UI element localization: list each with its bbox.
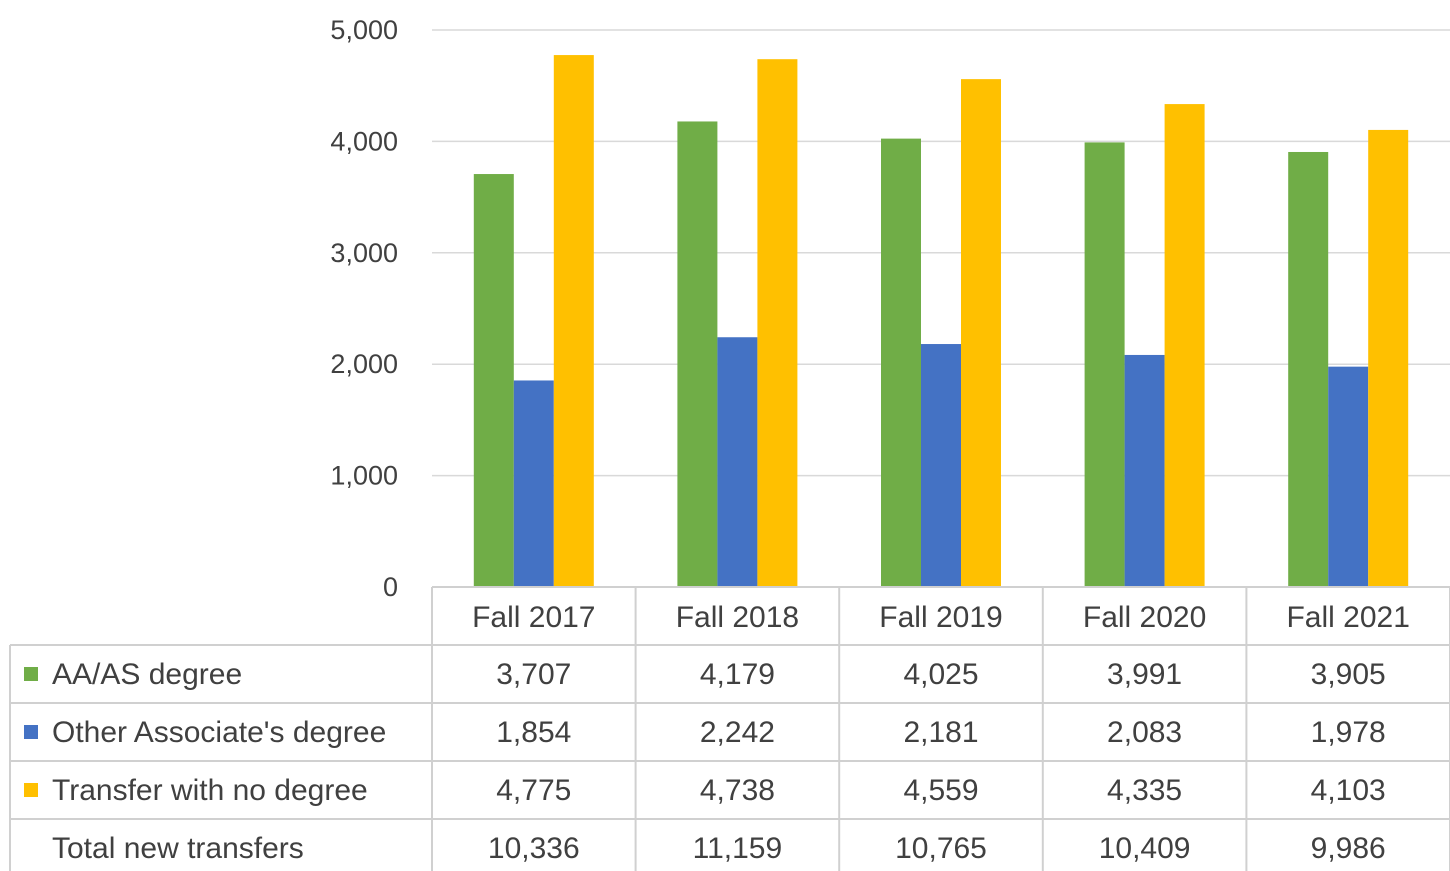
legend-label: AA/AS degree bbox=[52, 658, 242, 691]
y-tick-label: 4,000 bbox=[330, 126, 398, 156]
y-tick-label: 1,000 bbox=[330, 461, 398, 491]
table-cell-value: 2,083 bbox=[1107, 716, 1182, 749]
category-label: Fall 2017 bbox=[472, 601, 595, 634]
category-label: Fall 2019 bbox=[879, 601, 1002, 634]
table-cell-value: 4,179 bbox=[700, 658, 775, 691]
gridlines bbox=[432, 29, 1450, 477]
y-tick-label: 0 bbox=[383, 572, 398, 602]
bar bbox=[677, 121, 718, 587]
bar bbox=[1084, 142, 1125, 588]
bar bbox=[513, 380, 554, 587]
bar bbox=[757, 59, 798, 588]
y-tick-label: 5,000 bbox=[330, 15, 398, 45]
table-cell-value: 4,025 bbox=[903, 658, 978, 691]
table-cell-value: 4,103 bbox=[1311, 774, 1386, 807]
table-cell-value: 11,159 bbox=[693, 832, 783, 865]
table-cell-value: 1,978 bbox=[1311, 716, 1386, 749]
category-label: Fall 2021 bbox=[1286, 601, 1409, 634]
table-cell-value: 10,765 bbox=[895, 832, 987, 865]
row-label: Total new transfers bbox=[52, 832, 304, 865]
table-cell-value: 4,775 bbox=[496, 774, 571, 807]
table-cell-value: 9,986 bbox=[1311, 832, 1386, 865]
table-cell-value: 2,181 bbox=[903, 716, 978, 749]
bar bbox=[473, 174, 514, 587]
table-cell-value: 4,738 bbox=[700, 774, 775, 807]
bars bbox=[473, 55, 1409, 588]
legend-swatch bbox=[24, 725, 38, 739]
category-label: Fall 2018 bbox=[676, 601, 799, 634]
bar bbox=[1164, 104, 1205, 588]
bar bbox=[881, 138, 921, 588]
bar bbox=[1288, 151, 1329, 587]
table-cell-value: 10,409 bbox=[1099, 832, 1191, 865]
y-axis: 0 1,000 2,000 3,000 4,000 5,000 bbox=[330, 15, 398, 602]
table-cell-value: 3,707 bbox=[496, 658, 571, 691]
table-cell-value: 4,559 bbox=[903, 774, 978, 807]
legend-label: Transfer with no degree bbox=[52, 774, 368, 807]
table-cell-value: 4,335 bbox=[1107, 774, 1182, 807]
table-cell-value: 1,854 bbox=[496, 716, 571, 749]
table-cell-value: 10,336 bbox=[488, 832, 580, 865]
category-label: Fall 2020 bbox=[1083, 601, 1206, 634]
data-table: Fall 2017 Fall 2018 Fall 2019 Fall 2020 Fall… bbox=[9, 586, 1450, 871]
bar bbox=[1124, 354, 1165, 587]
bar bbox=[1328, 366, 1369, 587]
legend-swatch bbox=[24, 667, 38, 681]
bar bbox=[717, 337, 758, 587]
legend-label: Other Associate's degree bbox=[52, 716, 386, 749]
legend-swatch bbox=[24, 783, 38, 797]
bar bbox=[921, 344, 961, 587]
bar bbox=[553, 55, 594, 587]
table-cell-value: 3,991 bbox=[1107, 658, 1182, 691]
y-tick-label: 3,000 bbox=[330, 238, 398, 268]
bar bbox=[1368, 129, 1409, 588]
table-cell-value: 3,905 bbox=[1311, 658, 1386, 691]
bar bbox=[961, 79, 1001, 587]
y-tick-label: 2,000 bbox=[330, 349, 398, 379]
table-cell-value: 2,242 bbox=[700, 716, 775, 749]
